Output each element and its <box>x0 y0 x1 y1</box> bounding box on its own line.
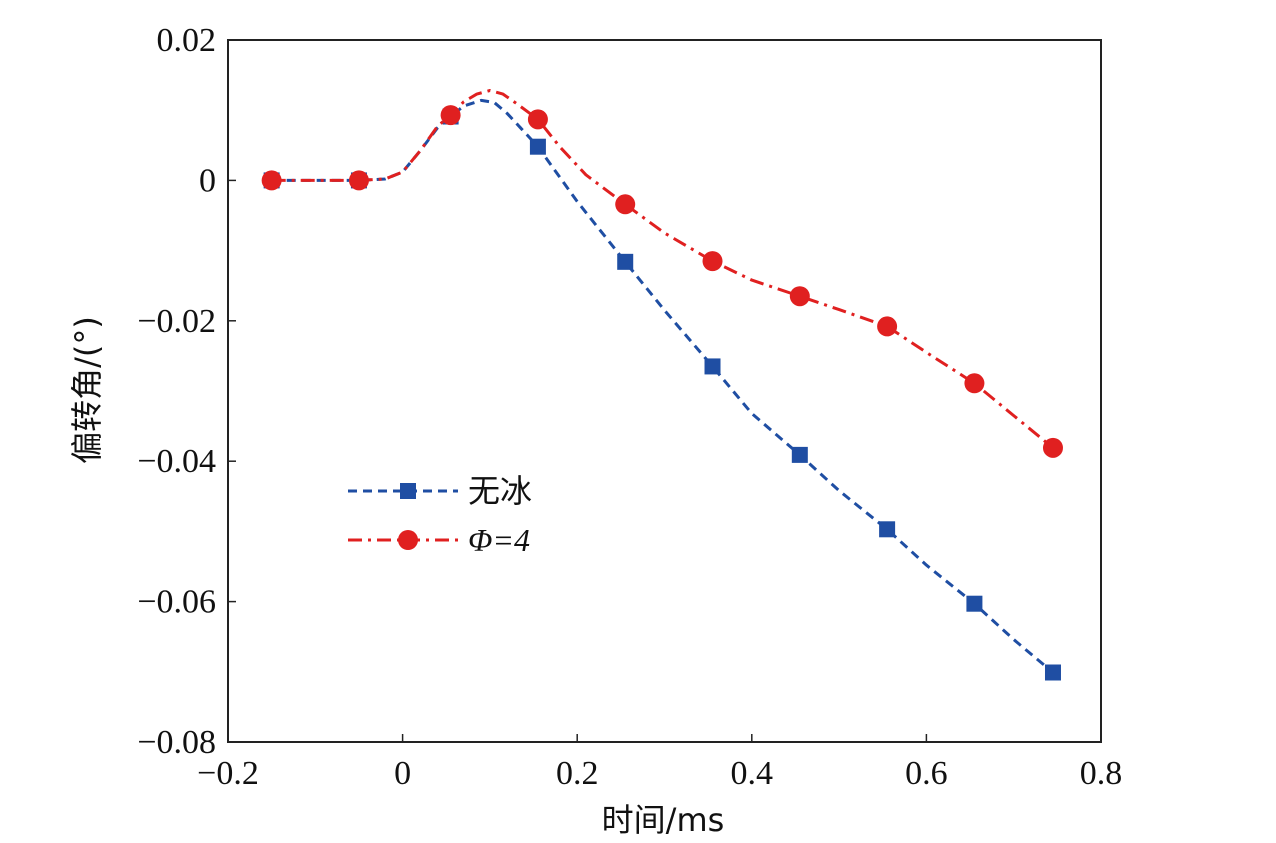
plot-frame <box>227 39 1102 743</box>
data-point-square <box>966 595 983 612</box>
data-point-circle <box>964 373 985 394</box>
data-point-circle <box>789 286 810 307</box>
legend-marker-circle <box>398 530 418 550</box>
data-point-square <box>879 521 896 538</box>
y-axis-title: 偏转角/(°) <box>68 316 106 464</box>
y-tick-label: 0.02 <box>157 22 217 59</box>
series-line-1 <box>271 89 1054 450</box>
legend-label-no-ice: 无冰 <box>468 472 532 510</box>
y-tick-label: −0.02 <box>137 303 216 340</box>
plot-frame-rect <box>227 39 1102 743</box>
x-tick-label: 0.2 <box>556 755 599 792</box>
data-point-circle <box>527 109 548 130</box>
data-point-circle <box>348 170 369 191</box>
x-tick-label: 0.6 <box>905 755 948 792</box>
data-point-circle <box>440 105 461 126</box>
data-point-square <box>1044 664 1061 681</box>
data-point-circle <box>877 316 898 337</box>
x-tick-label: −0.2 <box>197 755 259 792</box>
data-point-square <box>791 446 808 463</box>
y-tick-label: −0.04 <box>137 443 216 480</box>
series-layer <box>261 89 1063 681</box>
data-point-circle <box>615 194 636 215</box>
legend: 无冰 Φ=4 <box>348 472 532 558</box>
data-point-circle <box>1042 437 1063 458</box>
x-axis-title: 时间/ms <box>602 801 725 839</box>
axis-ticks: −0.2 0 0.2 0.4 0.6 0.8 0.02 0 −0.02 −0.04 −0.06 −0.… <box>137 22 1122 792</box>
series-line-0 <box>271 98 1054 674</box>
y-tick-label: −0.08 <box>137 724 216 761</box>
y-tick-label: −0.06 <box>137 584 216 621</box>
data-point-square <box>529 138 546 155</box>
legend-marker-square <box>400 483 416 499</box>
data-point-circle <box>702 251 723 272</box>
x-tick-label: 0.4 <box>731 755 774 792</box>
y-tick-label: 0 <box>199 162 216 199</box>
data-point-circle <box>261 170 282 191</box>
data-point-square <box>704 358 721 375</box>
legend-label-phi4: Φ=4 <box>468 522 530 558</box>
x-tick-label: 0 <box>394 755 411 792</box>
data-point-square <box>617 253 634 270</box>
x-tick-label: 0.8 <box>1080 755 1123 792</box>
